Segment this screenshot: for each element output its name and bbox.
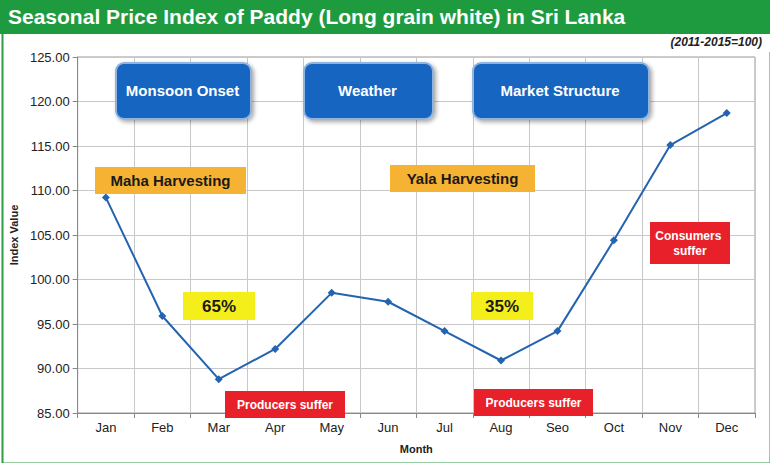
svg-text:Month: Month — [400, 443, 433, 455]
svg-text:120.00: 120.00 — [30, 94, 70, 109]
svg-text:65%: 65% — [202, 297, 236, 316]
svg-text:suffer: suffer — [673, 244, 707, 258]
svg-text:105.00: 105.00 — [30, 228, 70, 243]
svg-text:Market Structure: Market Structure — [500, 82, 619, 99]
svg-text:Producers suffer: Producers suffer — [237, 398, 333, 412]
svg-text:Yala Harvesting: Yala Harvesting — [407, 170, 519, 187]
svg-text:Monsoon Onset: Monsoon Onset — [126, 82, 239, 99]
svg-text:100.00: 100.00 — [30, 272, 70, 287]
svg-text:Maha Harvesting: Maha Harvesting — [110, 172, 230, 189]
svg-text:Consumers: Consumers — [655, 229, 724, 243]
svg-text:90.00: 90.00 — [37, 361, 70, 376]
svg-text:Oct: Oct — [604, 420, 625, 435]
svg-text:Feb: Feb — [151, 420, 173, 435]
svg-text:Jul: Jul — [436, 420, 453, 435]
svg-text:110.00: 110.00 — [31, 183, 70, 198]
svg-text:Weather: Weather — [338, 82, 397, 99]
svg-text:Apr: Apr — [265, 420, 286, 435]
svg-text:Aug: Aug — [489, 420, 512, 435]
svg-text:Jan: Jan — [95, 420, 116, 435]
svg-text:Jun: Jun — [378, 420, 399, 435]
svg-text:(2011-2015=100): (2011-2015=100) — [670, 35, 762, 49]
svg-text:Seo: Seo — [546, 420, 569, 435]
svg-text:Seasonal Price Index of Paddy: Seasonal Price Index of Paddy (Long grai… — [8, 5, 626, 28]
svg-text:95.00: 95.00 — [37, 317, 70, 332]
svg-text:Nov: Nov — [659, 420, 683, 435]
svg-text:Index Value: Index Value — [8, 205, 20, 266]
svg-text:35%: 35% — [485, 297, 519, 316]
svg-text:Producers suffer: Producers suffer — [485, 396, 581, 410]
svg-text:115.00: 115.00 — [31, 139, 70, 154]
svg-text:Dec: Dec — [715, 420, 739, 435]
svg-text:May: May — [319, 420, 344, 435]
svg-text:85.00: 85.00 — [37, 406, 70, 421]
svg-text:125.00: 125.00 — [30, 50, 70, 65]
svg-text:Mar: Mar — [208, 420, 231, 435]
